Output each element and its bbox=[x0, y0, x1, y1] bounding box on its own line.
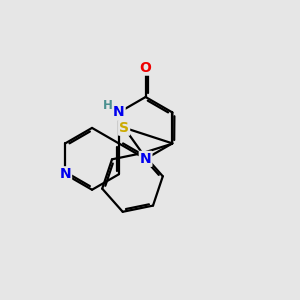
Text: N: N bbox=[140, 152, 152, 166]
Text: S: S bbox=[119, 121, 129, 135]
Text: H: H bbox=[102, 99, 112, 112]
Text: O: O bbox=[140, 61, 152, 75]
Text: N: N bbox=[113, 106, 124, 119]
Text: N: N bbox=[59, 167, 71, 181]
